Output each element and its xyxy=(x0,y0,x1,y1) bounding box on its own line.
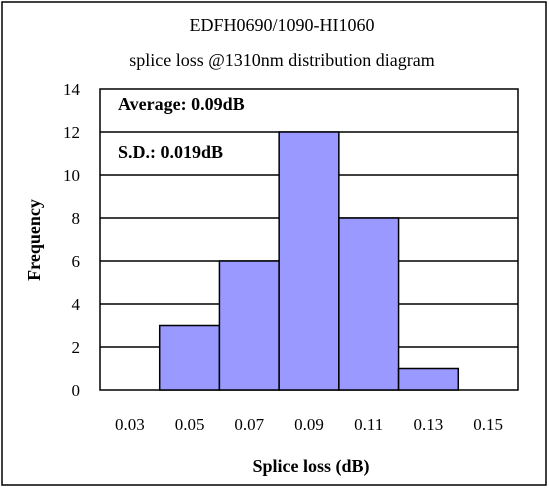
y-tick-label: 6 xyxy=(72,252,81,271)
average-annotation: Average: 0.09dB xyxy=(118,94,245,114)
x-tick-label: 0.09 xyxy=(294,415,324,434)
y-tick-label: 14 xyxy=(63,80,81,99)
chart-title-line-2: splice loss @1310nm distribution diagram xyxy=(129,50,435,70)
x-tick-label: 0.07 xyxy=(234,415,264,434)
y-tick-label: 8 xyxy=(72,209,81,228)
x-tick-label: 0.05 xyxy=(175,415,205,434)
bar-0.05 xyxy=(158,324,221,391)
std-dev-annotation: S.D.: 0.019dB xyxy=(118,142,223,162)
x-axis-label: Splice loss (dB) xyxy=(252,456,369,477)
y-tick-label: 2 xyxy=(72,338,81,357)
x-tick-label: 0.03 xyxy=(115,415,145,434)
bar-0.09 xyxy=(278,131,340,391)
x-tick-label: 0.11 xyxy=(354,415,383,434)
x-tick-label: 0.13 xyxy=(414,415,444,434)
y-tick-labels: 0 2 4 6 8 10 12 14 xyxy=(63,80,81,400)
x-tick-label: 0.15 xyxy=(473,415,503,434)
chart-title-line-1: EDFH0690/1090-HI1060 xyxy=(190,15,375,35)
y-tick-label: 12 xyxy=(63,123,80,142)
y-tick-label: 10 xyxy=(63,166,80,185)
x-tick-labels: 0.03 0.05 0.07 0.09 0.11 0.13 0.15 xyxy=(115,415,503,434)
bars xyxy=(158,131,460,391)
y-axis-label: Frequency xyxy=(24,199,44,281)
bar-0.07 xyxy=(218,260,280,391)
bar-0.13 xyxy=(397,367,460,391)
y-tick-label: 0 xyxy=(72,381,81,400)
bar-0.11 xyxy=(338,217,400,391)
y-tick-label: 4 xyxy=(72,295,81,314)
